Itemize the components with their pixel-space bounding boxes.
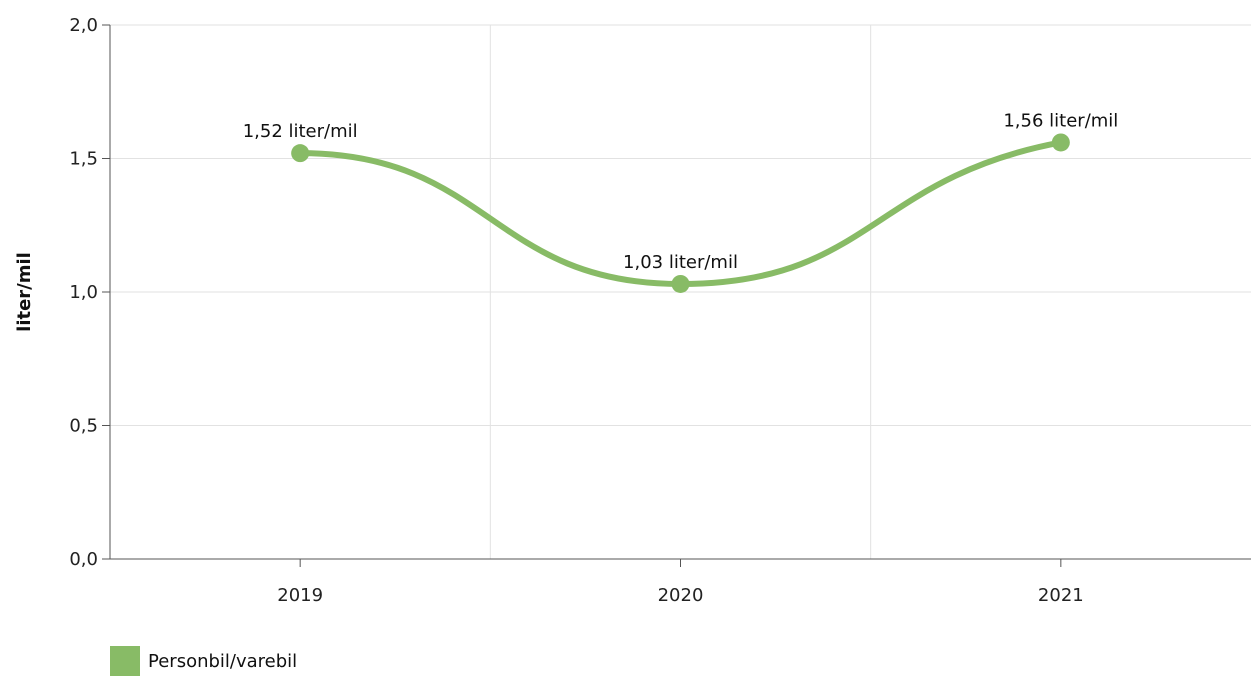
legend-label: Personbil/varebil: [148, 650, 298, 672]
y-tick-label: 0,5: [69, 416, 98, 437]
y-tick-label: 1,5: [69, 149, 98, 170]
data-label: 1,56 liter/mil: [1003, 110, 1118, 131]
x-tick-label: 2019: [277, 585, 323, 606]
data-point: [671, 274, 690, 293]
data-point: [291, 144, 310, 163]
legend: Personbil/varebil: [110, 646, 297, 676]
series-group: 1,52 liter/mil 1,03 liter/mil 1,56 liter/m…: [243, 110, 1118, 293]
legend-swatch: [110, 646, 140, 676]
y-tick-label: 0,0: [69, 549, 98, 570]
y-axis-label: liter/mil: [14, 252, 35, 332]
y-tick-label: 2,0: [69, 15, 98, 36]
x-tick-label: 2021: [1038, 585, 1084, 606]
axes: [102, 24, 1251, 567]
x-tick-label: 2020: [658, 585, 704, 606]
data-label: 1,52 liter/mil: [243, 121, 358, 142]
line-chart: 0,0 0,5 1,0 1,5 2,0 2019 2020 2021 liter/mil 1,…: [14, 15, 1251, 606]
tick-labels: 0,0 0,5 1,0 1,5 2,0 2019 2020 2021: [69, 15, 1083, 606]
data-point: [1051, 133, 1070, 152]
data-label: 1,03 liter/mil: [623, 252, 738, 273]
y-tick-label: 1,0: [69, 282, 98, 303]
